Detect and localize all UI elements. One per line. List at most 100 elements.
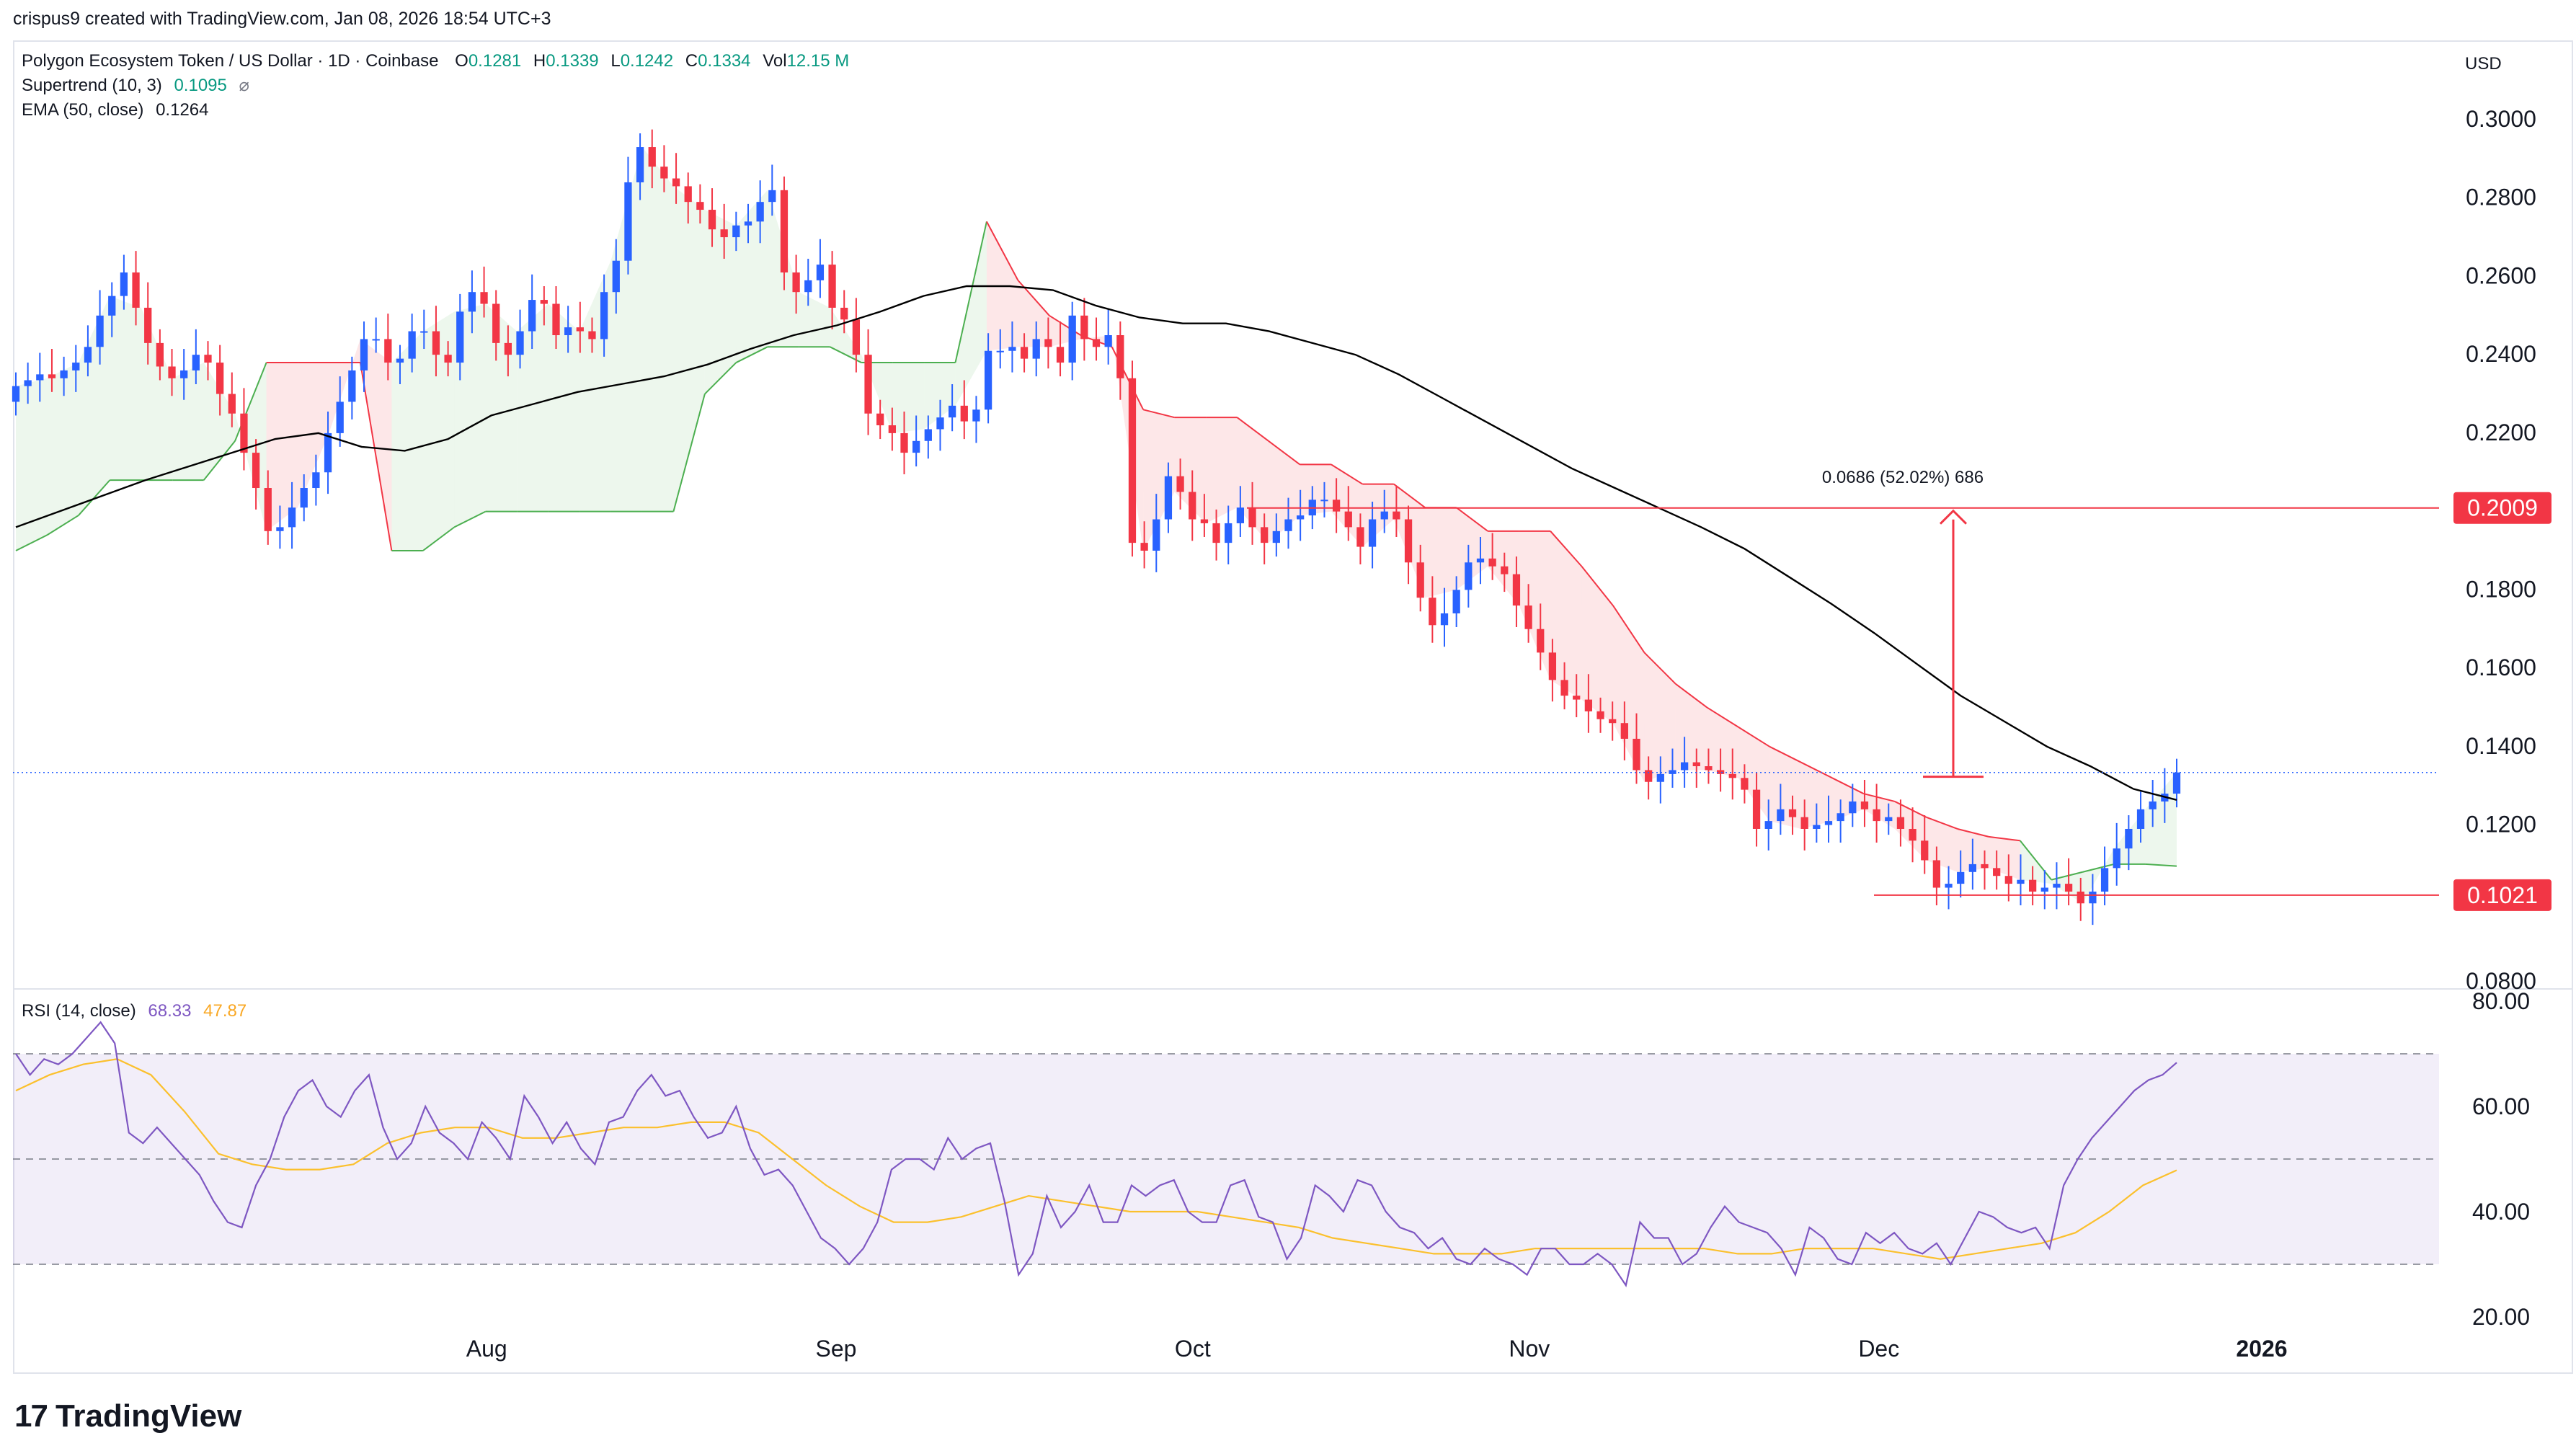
candle-body [1344, 511, 1352, 528]
candle-body [780, 190, 789, 273]
supertrend-band [673, 186, 705, 512]
candle-body [912, 440, 920, 453]
candle-body [1488, 558, 1496, 567]
candle-body [840, 307, 848, 320]
candle-body [768, 190, 776, 203]
candle-body [1236, 507, 1245, 523]
axis-layer: 0.3000 0.2800 0.2600 0.2400 0.2200 0.1800 0.16… [13, 106, 2573, 1362]
legend-close-value: 0.1334 [698, 51, 750, 71]
candle-body [516, 331, 524, 355]
candle-body [1800, 817, 1808, 829]
supertrend-band [203, 363, 236, 481]
supertrend-band [517, 303, 548, 512]
candle-body [648, 147, 656, 167]
supertrend-segment [1581, 566, 1614, 606]
currency-label[interactable]: USD [2465, 54, 2502, 74]
supertrend-segment [704, 362, 737, 395]
supertrend-band [391, 331, 423, 551]
candle-body [480, 292, 488, 304]
supertrend-band [1206, 417, 1238, 523]
candle-body [2064, 884, 2073, 892]
supertrend-segment [954, 221, 987, 363]
legend-high-label: H [533, 51, 546, 71]
price-tag-label: 0.1021 [2467, 882, 2538, 908]
candle-body [960, 405, 968, 422]
candle-body [924, 429, 932, 441]
candle-body [2113, 848, 2120, 869]
candle-body [312, 472, 320, 489]
supertrend-band [1550, 531, 1582, 700]
candle-body [876, 413, 884, 426]
supertrend-band [485, 303, 518, 512]
candle-body [468, 292, 476, 312]
supertrend-band [1174, 417, 1207, 523]
supertrend-segment [203, 440, 236, 481]
candle-body [1140, 543, 1148, 551]
legend-supertrend-hidden-icon[interactable]: ⌀ [239, 76, 249, 95]
candle-body [348, 370, 356, 402]
supertrend-band [704, 210, 737, 394]
candle-body [744, 221, 752, 226]
supertrend-segment [1800, 761, 1833, 779]
candle-body [180, 370, 188, 378]
candle-body [1501, 566, 1509, 574]
supertrend-band [360, 339, 392, 551]
candles-layer [12, 129, 2181, 925]
supertrend-band [1331, 464, 1363, 547]
candle-body [384, 339, 392, 363]
candle-body [1032, 339, 1040, 359]
candle-body [168, 366, 176, 378]
rsi-axis-tick-label: 60.00 [2472, 1093, 2530, 1119]
supertrend-band [1018, 280, 1049, 347]
candle-body [1645, 770, 1653, 782]
candle-body [948, 405, 956, 418]
candle-body [1873, 809, 1880, 822]
candle-body [1080, 315, 1088, 339]
candle-body [252, 453, 260, 489]
supertrend-fill-layer [16, 147, 2177, 904]
supertrend-segment [1331, 463, 1363, 485]
candle-body [1104, 335, 1112, 347]
candle-body [564, 327, 572, 335]
candle-body [2077, 891, 2084, 904]
candle-body [2004, 876, 2012, 884]
candle-body [204, 355, 212, 363]
candle-body [636, 147, 644, 182]
supertrend-segment [1769, 745, 1802, 763]
candle-body [1548, 652, 1557, 680]
candle-body [1284, 519, 1292, 531]
candle-body [600, 292, 608, 339]
candle-body [1368, 519, 1377, 547]
supertrend-band [1362, 484, 1394, 547]
candle-body [828, 265, 836, 308]
tradingview-logo[interactable]: 17 TradingView [14, 1398, 241, 1434]
candle-body [972, 409, 980, 422]
candle-body [804, 280, 812, 293]
candle-body [444, 355, 452, 363]
supertrend-band [172, 363, 204, 481]
supertrend-segment [453, 510, 487, 528]
candle-body [1320, 500, 1328, 502]
candle-body [1981, 864, 1989, 869]
candle-body [1705, 766, 1713, 771]
candle-body [2028, 879, 2037, 892]
supertrend-segment [1142, 409, 1175, 419]
candle-body [396, 358, 404, 363]
supertrend-segment [78, 479, 111, 516]
supertrend-band [548, 303, 580, 512]
candle-body [1609, 719, 1617, 724]
candle-body [324, 432, 332, 473]
supertrend-segment [46, 515, 79, 536]
supertrend-band [799, 292, 830, 347]
candle-body [1404, 519, 1413, 563]
candle-body [708, 210, 716, 230]
supertrend-segment [1612, 605, 1645, 653]
legend-supertrend-value: 0.1095 [174, 76, 226, 95]
candle-body [1440, 613, 1449, 626]
candle-body [288, 507, 296, 528]
candle-body [1225, 523, 1233, 543]
candle-body [1573, 696, 1581, 700]
candle-body [2100, 868, 2109, 892]
candle-body [228, 394, 236, 414]
